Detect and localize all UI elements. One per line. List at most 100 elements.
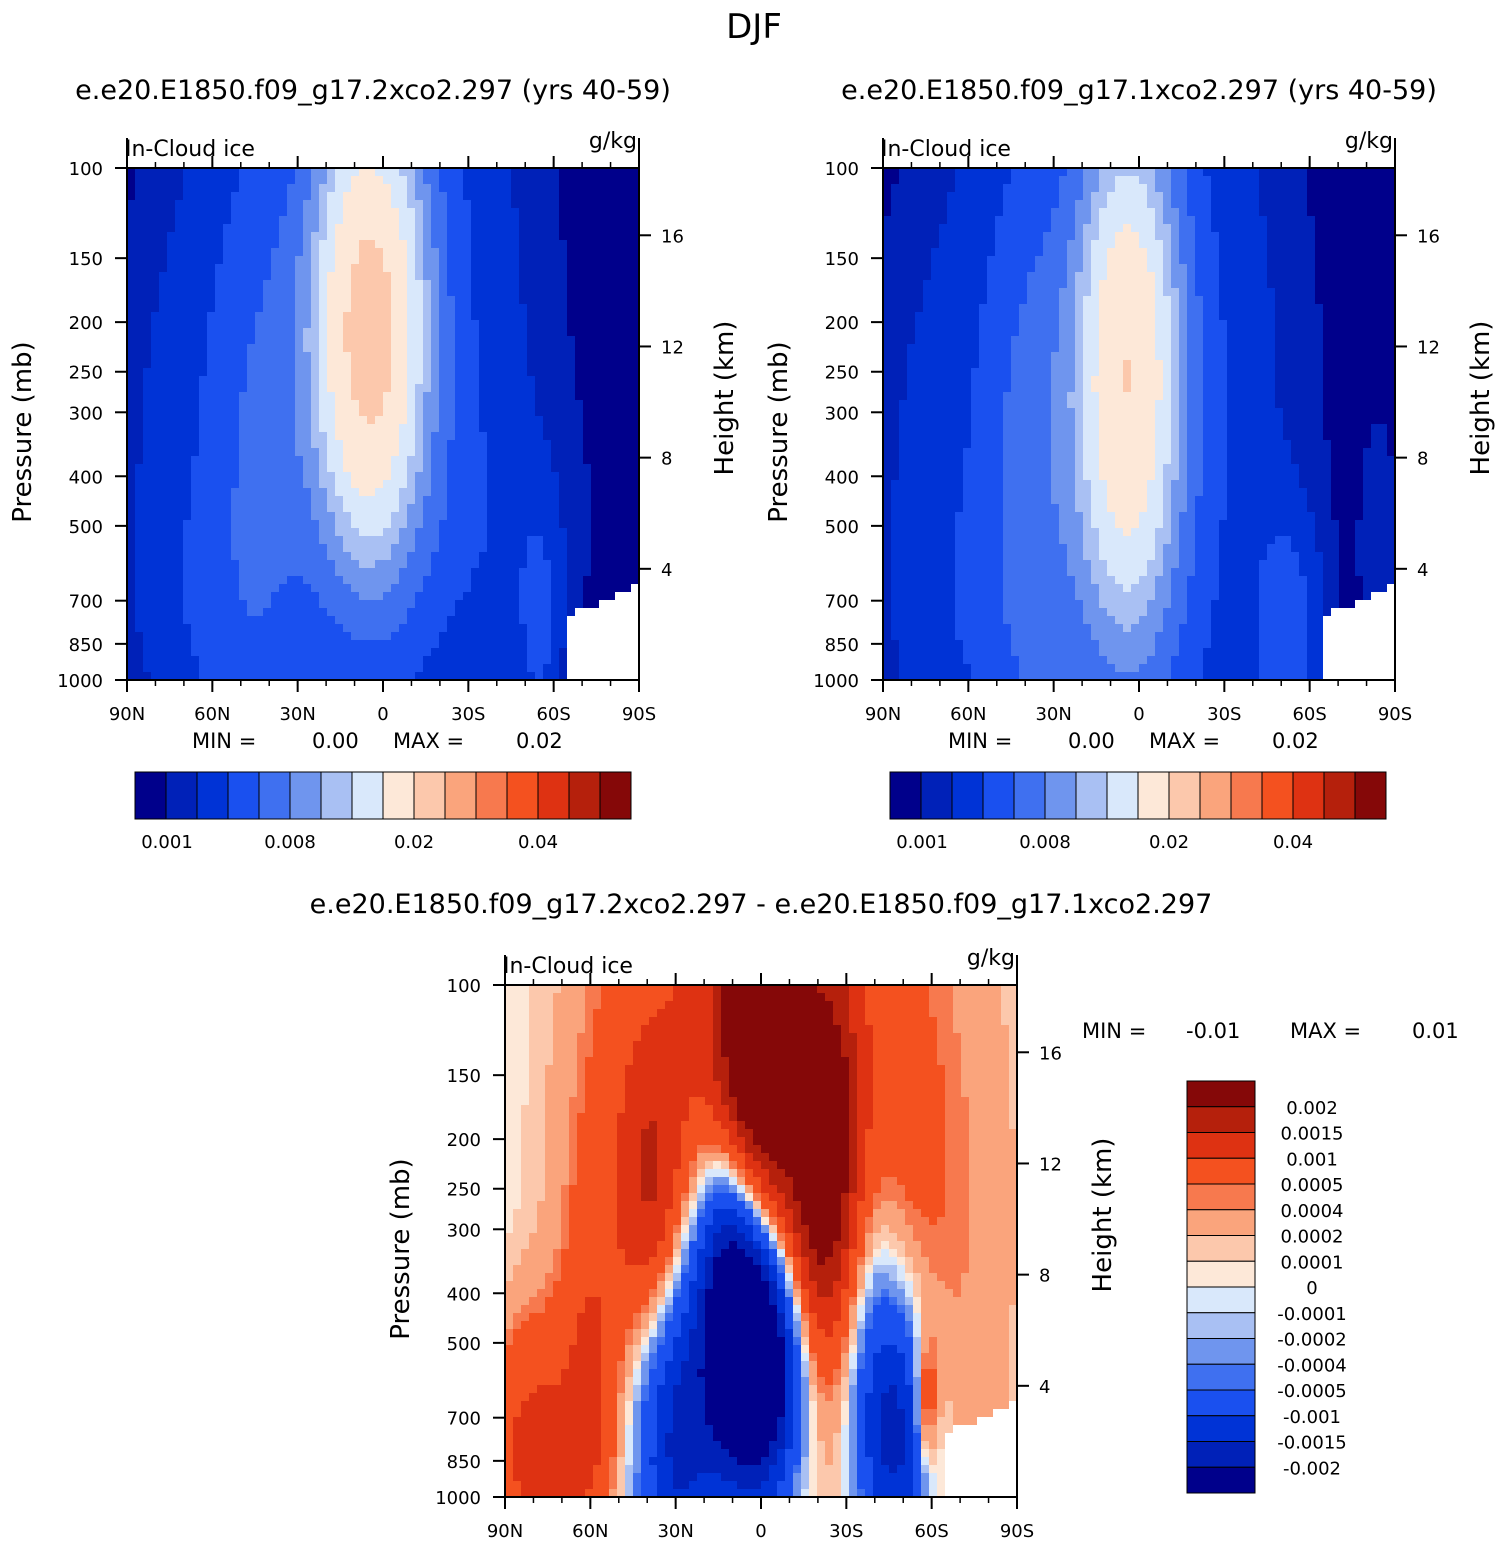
heatmap-cell [607, 320, 616, 329]
heatmap-cell [1363, 192, 1372, 201]
heatmap-cell [127, 200, 136, 209]
heatmap-cell [1347, 224, 1356, 233]
heatmap-cell [319, 376, 328, 385]
heatmap-cell [351, 320, 360, 329]
heatmap-cell [1075, 240, 1084, 249]
heatmap-cell [583, 624, 592, 633]
heatmap-cell [311, 528, 320, 537]
heatmap-cell [343, 184, 352, 193]
heatmap-cell [271, 600, 280, 609]
heatmap-cell [559, 608, 568, 617]
heatmap-cell [1123, 232, 1132, 241]
heatmap-cell [439, 264, 448, 273]
heatmap-cell [599, 632, 608, 641]
heatmap-cell [567, 416, 576, 425]
heatmap-cell [199, 168, 208, 177]
heatmap-cell [1331, 192, 1340, 201]
heatmap-cell [599, 400, 608, 409]
heatmap-cell [319, 592, 328, 601]
heatmap-cell [1179, 224, 1188, 233]
heatmap-cell [159, 520, 168, 529]
heatmap-cell [1187, 200, 1196, 209]
heatmap-cell [1235, 232, 1244, 241]
heatmap-cell [423, 592, 432, 601]
heatmap-cell [407, 216, 416, 225]
heatmap-cell [1131, 176, 1140, 185]
heatmap-cell [335, 216, 344, 225]
heatmap-cell [463, 464, 472, 473]
heatmap-cell [151, 608, 160, 617]
heatmap-cell [191, 280, 200, 289]
heatmap-cell [327, 424, 336, 433]
heatmap-cell [471, 288, 480, 297]
heatmap-cell [623, 208, 632, 217]
heatmap-cell [151, 184, 160, 193]
heatmap-cell [899, 216, 908, 225]
heatmap-cell [1123, 256, 1132, 265]
heatmap-cell [527, 568, 536, 577]
heatmap-cell [495, 280, 504, 289]
heatmap-cell [551, 416, 560, 425]
heatmap-cell [183, 208, 192, 217]
heatmap-cell [391, 312, 400, 321]
heatmap-cell [607, 520, 616, 529]
heatmap-cell [279, 608, 288, 617]
heatmap-cell [215, 280, 224, 289]
heatmap-cell [1171, 240, 1180, 249]
heatmap-cell [143, 224, 152, 233]
heatmap-cell [255, 600, 264, 609]
heatmap-cell [279, 264, 288, 273]
heatmap-cell [263, 320, 272, 329]
heatmap-cell [487, 200, 496, 209]
heatmap-cell [431, 536, 440, 545]
heatmap-cell [247, 432, 256, 441]
heatmap-cell [1003, 184, 1012, 193]
heatmap-cell [583, 192, 592, 201]
heatmap-cell [407, 664, 416, 673]
heatmap-cell [383, 472, 392, 481]
heatmap-cell [311, 648, 320, 657]
heatmap-cell [407, 336, 416, 345]
heatmap-cell [1323, 232, 1332, 241]
heatmap-cell [447, 456, 456, 465]
heatmap-cell [607, 424, 616, 433]
heatmap-cell [343, 392, 352, 401]
heatmap-cell [223, 560, 232, 569]
heatmap-cell [183, 376, 192, 385]
heatmap-cell [263, 632, 272, 641]
heatmap-cell [463, 232, 472, 241]
heatmap-cell [319, 624, 328, 633]
heatmap-cell [883, 168, 892, 177]
colorbar-box [506, 771, 539, 820]
heatmap-cell [239, 616, 248, 625]
heatmap-cell [447, 528, 456, 537]
heatmap-cell [375, 528, 384, 537]
heatmap-cell [199, 496, 208, 505]
heatmap-cell [551, 496, 560, 505]
heatmap-cell [327, 440, 336, 449]
heatmap-cell [487, 648, 496, 657]
heatmap-cell [223, 456, 232, 465]
heatmap-cell [191, 224, 200, 233]
heatmap-cell [223, 192, 232, 201]
heatmap-cell [399, 656, 408, 665]
heatmap-cell [415, 448, 424, 457]
heatmap-cell [599, 352, 608, 361]
heatmap-cell [955, 256, 964, 265]
heatmap-cell [415, 624, 424, 633]
heatmap-cell [551, 432, 560, 441]
heatmap-cell [151, 408, 160, 417]
heatmap-cell [423, 360, 432, 369]
heatmap-cell [1387, 240, 1396, 249]
heatmap-cell [987, 248, 996, 257]
heatmap-cell [455, 400, 464, 409]
heatmap-cell [263, 352, 272, 361]
heatmap-cell [191, 456, 200, 465]
heatmap-cell [1379, 176, 1388, 185]
heatmap-cell [1235, 168, 1244, 177]
heatmap-cell [559, 264, 568, 273]
heatmap-cell [1043, 248, 1052, 257]
heatmap-cell [207, 648, 216, 657]
heatmap-cell [183, 472, 192, 481]
heatmap-cell [535, 304, 544, 313]
